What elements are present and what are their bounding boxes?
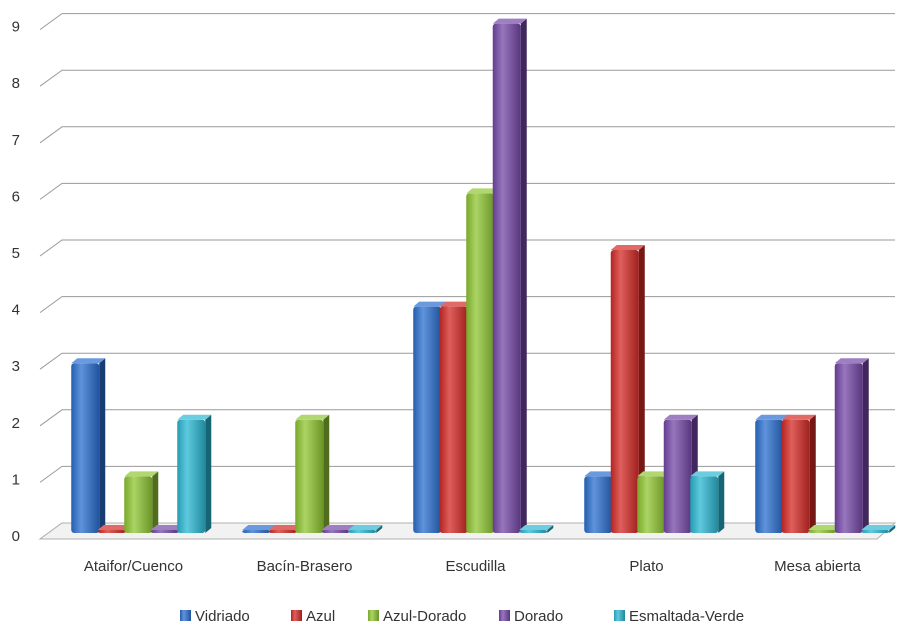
y-tick-label: 6 <box>12 188 20 205</box>
legend-label: Esmaltada-Verde <box>629 608 744 625</box>
x-category-label: Bacín-Brasero <box>257 558 353 575</box>
legend-label: Dorado <box>514 608 563 625</box>
y-tick-label: 0 <box>12 528 20 545</box>
y-tick-label: 8 <box>12 75 20 92</box>
y-axis-ticks: 0 1 2 3 4 5 6 7 8 9 <box>12 19 20 545</box>
x-category-label: Escudilla <box>445 558 506 575</box>
legend-swatch <box>180 610 191 621</box>
x-axis-categories: Ataifor/Cuenco Bacín-Brasero Escudilla Plat… <box>84 558 862 575</box>
bar-esmaltada-verde-2 <box>519 525 554 533</box>
bar-azul-3 <box>610 245 645 533</box>
bar-esmaltada-verde-0 <box>177 414 212 533</box>
bar-dorado-4 <box>834 358 869 533</box>
bar-azul-4 <box>781 414 816 533</box>
bar-azul-dorado-0 <box>124 471 159 533</box>
bars <box>71 18 896 534</box>
bar-azul-dorado-1 <box>295 414 330 533</box>
legend-item-vidriado: Vidriado <box>180 608 250 625</box>
x-category-label: Ataifor/Cuenco <box>84 558 183 575</box>
legend-swatch <box>499 610 510 621</box>
legend-label: Vidriado <box>195 608 250 625</box>
gridline <box>39 239 895 257</box>
gridline <box>39 182 895 200</box>
bar-esmaltada-verde-3 <box>690 471 725 533</box>
x-category-label: Mesa abierta <box>774 558 861 575</box>
y-tick-label: 3 <box>12 358 20 375</box>
bar-esmaltada-verde-4 <box>861 525 896 533</box>
gridlines <box>39 13 895 540</box>
y-tick-label: 1 <box>12 471 20 488</box>
bar-esmaltada-verde-1 <box>348 525 383 533</box>
legend-item-dorado: Dorado <box>499 608 563 625</box>
legend-swatch <box>291 610 302 621</box>
legend-swatch <box>368 610 379 621</box>
legend-label: Azul <box>306 608 335 625</box>
y-tick-label: 9 <box>12 19 20 36</box>
gridline <box>39 69 895 87</box>
gridline <box>39 13 895 31</box>
legend-item-azul: Azul <box>291 608 335 625</box>
legend-label: Azul-Dorado <box>383 608 466 625</box>
y-tick-label: 7 <box>12 132 20 149</box>
y-tick-label: 5 <box>12 245 20 262</box>
legend-item-esmaltada-verde: Esmaltada-Verde <box>614 608 744 625</box>
legend: Vidriado Azul Azul-Dorado Dorado Esmaltada-V… <box>180 608 744 625</box>
gridline <box>39 126 895 144</box>
y-tick-label: 4 <box>12 302 20 319</box>
x-category-label: Plato <box>629 558 663 575</box>
bar-dorado-2 <box>492 18 527 534</box>
y-tick-label: 2 <box>12 415 20 432</box>
legend-swatch <box>614 610 625 621</box>
legend-item-azul-dorado: Azul-Dorado <box>368 608 466 625</box>
bar-vidriado-0 <box>71 358 106 533</box>
